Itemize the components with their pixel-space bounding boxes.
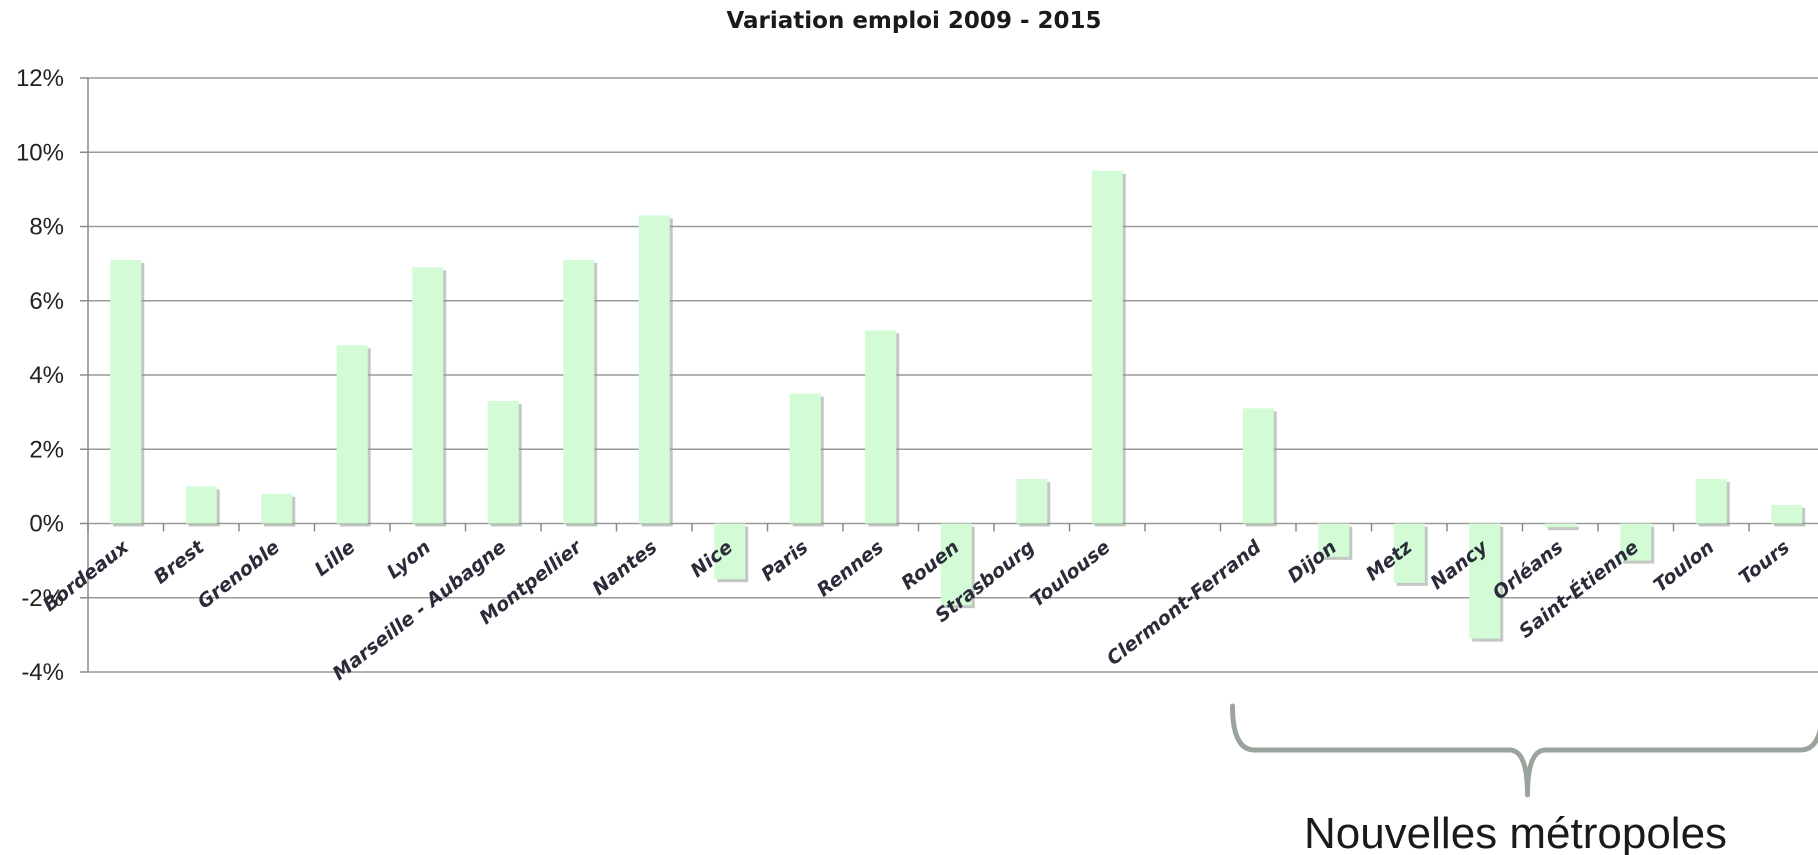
- bar-shadow: [1547, 526, 1579, 531]
- bar: [940, 523, 972, 606]
- chart-title: Variation emploi 2009 - 2015: [726, 8, 1101, 34]
- bar: [1318, 523, 1350, 557]
- x-tick-label: Bordeaux: [39, 536, 134, 617]
- y-tick-label: -4%: [21, 659, 64, 686]
- y-tick-label: -2%: [21, 585, 64, 612]
- bar: [563, 259, 595, 524]
- x-tick-label: Tours: [1735, 536, 1794, 589]
- bar: [1016, 478, 1048, 524]
- bar: [336, 345, 368, 524]
- bar: [110, 259, 142, 524]
- y-tick-label: 12%: [16, 65, 64, 92]
- x-tick-label: Nantes: [588, 536, 661, 600]
- x-tick-label: Lille: [311, 536, 360, 581]
- bar: [638, 215, 670, 524]
- y-tick-label: 8%: [29, 214, 64, 241]
- bar: [865, 330, 897, 524]
- bar: [1695, 478, 1727, 524]
- bar: [412, 267, 444, 524]
- x-tick-label: Paris: [757, 536, 812, 586]
- bar: [1242, 408, 1274, 524]
- bar: [1469, 523, 1501, 639]
- y-tick-label: 0%: [29, 511, 64, 538]
- bars: [110, 170, 1806, 642]
- annotation-group: Nouvelles métropoles: [1230, 703, 1818, 855]
- bar: [487, 400, 519, 524]
- x-tick-label: Dijon: [1284, 536, 1341, 587]
- bar: [1771, 504, 1803, 524]
- x-tick-label: Grenoble: [194, 536, 284, 613]
- x-tick-label: Brest: [150, 536, 209, 589]
- bar: [1620, 523, 1652, 561]
- y-tick-label: 2%: [29, 436, 64, 463]
- x-tick-label: Toulon: [1649, 536, 1718, 597]
- bar: [789, 393, 821, 524]
- x-tick-label: Rennes: [813, 536, 888, 601]
- y-tick-label: 10%: [16, 139, 64, 166]
- y-axis-ticks: -4% -2% 0% 2% 4% 6% 8% 10% 12%: [16, 65, 64, 686]
- y-tick-label: 4%: [29, 362, 64, 389]
- bar: [1091, 170, 1123, 524]
- annotation-brace: [1230, 703, 1818, 798]
- x-tick-label: Clermont-Ferrand: [1103, 536, 1266, 670]
- x-tick-label: Lyon: [383, 536, 435, 583]
- annotation-label: Nouvelles métropoles: [1304, 809, 1727, 855]
- bar: [185, 486, 217, 524]
- bar: [261, 493, 293, 524]
- bar: [714, 523, 746, 580]
- bar: [1393, 523, 1425, 583]
- y-tick-label: 6%: [29, 288, 64, 315]
- x-tick-label: Toulouse: [1026, 536, 1114, 612]
- bar: [1544, 523, 1576, 528]
